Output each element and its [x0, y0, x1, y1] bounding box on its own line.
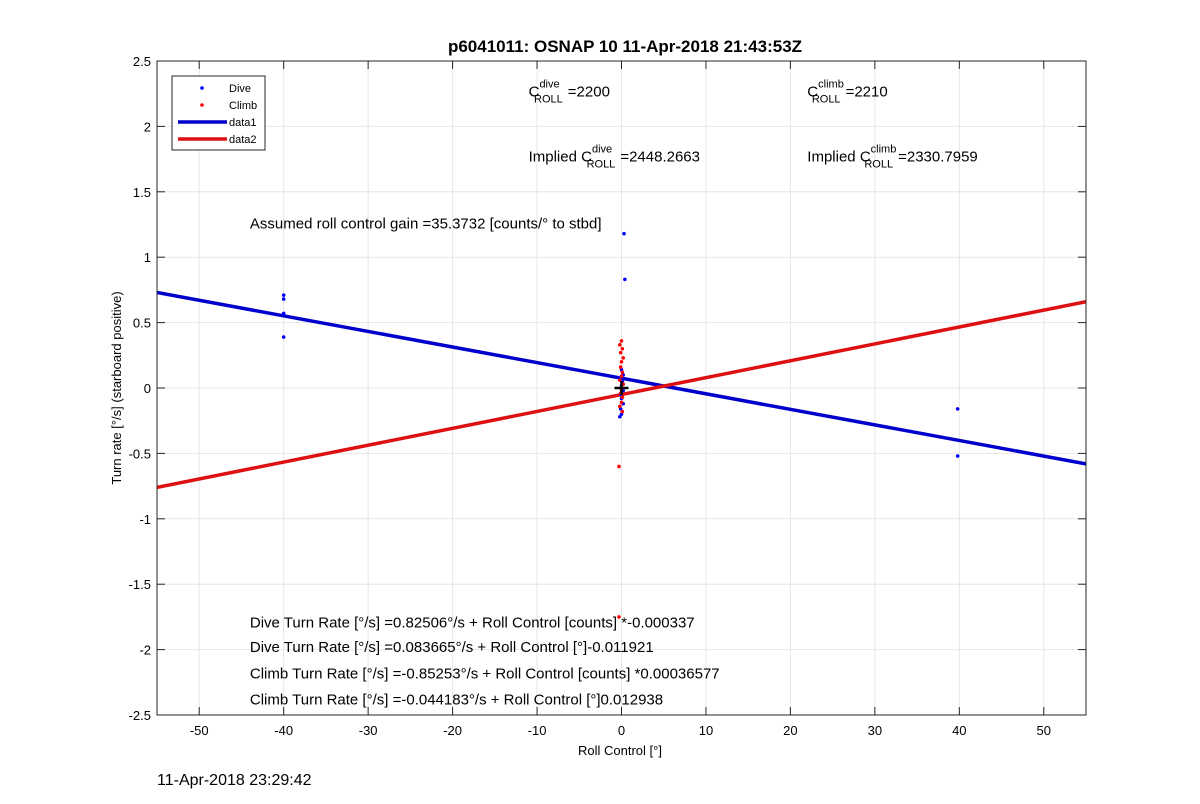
y-tick-label: -2	[139, 643, 151, 658]
y-tick-label: -1	[139, 512, 151, 527]
dive-point	[623, 277, 627, 282]
y-tick-label: 0	[144, 381, 151, 396]
x-tick-label: 30	[868, 723, 882, 738]
y-tick-label: -1.5	[129, 577, 151, 592]
legend-label-climb: Climb	[229, 100, 257, 112]
climb-point	[619, 374, 624, 379]
climb-point	[619, 339, 624, 343]
legend: Dive Climb data1 data2	[171, 75, 266, 151]
legend-label-data2: data2	[229, 134, 257, 146]
x-tick-label: 10	[699, 723, 713, 738]
footer-timestamp: 11-Apr-2018 23:29:42	[157, 772, 312, 789]
dive-point	[618, 414, 622, 419]
annotation-eq4: Climb Turn Rate [°/s] =-0.044183°/s + Ro…	[250, 692, 663, 709]
x-tick-label: -20	[443, 723, 462, 738]
data-points	[281, 231, 960, 619]
legend-marker-climb	[200, 103, 204, 107]
dive-point	[622, 231, 626, 236]
annotation-c-roll-climb: Cclimb ROLL =2210	[807, 78, 887, 105]
climb-point	[620, 370, 625, 375]
annotation-eq1: Dive Turn Rate [°/s] =0.82506°/s + Roll …	[250, 614, 695, 631]
dive-point	[281, 311, 286, 316]
x-tick-label: 40	[952, 723, 966, 738]
fit-line-data1	[157, 290, 1086, 466]
climb-point	[620, 395, 625, 399]
climb-point	[621, 356, 625, 360]
annotation-eq3: Climb Turn Rate [°/s] =-0.85253°/s + Rol…	[250, 665, 720, 682]
legend-marker-dive	[200, 86, 204, 90]
climb-point	[618, 350, 623, 355]
chart-title: p6041011: OSNAP 10 11-Apr-2018 21:43:53Z	[448, 37, 802, 56]
y-tick-label: 2.5	[133, 54, 151, 69]
dive-point	[955, 407, 960, 411]
dive-point	[281, 293, 286, 297]
dive-point	[281, 335, 286, 339]
x-tick-label: 20	[783, 723, 797, 738]
y-axis-ticks: 2.5 2 1.5 1 0.5 0 -0.5 -1 -1.5 -2 -2.5	[129, 54, 1086, 723]
y-tick-label: 1	[144, 250, 151, 265]
climb-point	[619, 360, 624, 364]
x-tick-label: -30	[359, 723, 378, 738]
annotation-c-roll-dive: Cdive ROLL =2200	[529, 78, 610, 105]
plot-frame	[156, 60, 1087, 716]
dive-point	[955, 454, 960, 458]
climb-point	[618, 365, 623, 369]
annotations: Cdive ROLL =2200 Cclimb ROLL =2210 Implied Cdi…	[250, 78, 978, 708]
annotation-gain: Assumed roll control gain =35.3732 [coun…	[250, 215, 602, 232]
origin-marker	[614, 381, 629, 395]
climb-point	[618, 343, 622, 347]
x-axis-label: Roll Control [°]	[578, 743, 662, 758]
dive-point	[281, 297, 286, 301]
annotation-implied-climb: Implied Cclimb ROLL =2330.7959	[807, 144, 977, 171]
y-tick-label: 1.5	[133, 185, 151, 200]
x-axis-ticks: -50 -40 -30 -20 -10 0 10 20 30 40 50	[190, 61, 1051, 738]
annotation-eq2: Dive Turn Rate [°/s] =0.083665°/s + Roll…	[250, 639, 654, 656]
x-tick-label: -50	[190, 723, 209, 738]
annotation-implied-dive: Implied Cdive ROLL =2448.2663	[529, 144, 700, 171]
x-tick-label: 50	[1037, 723, 1051, 738]
climb-point	[617, 464, 621, 469]
climb-point	[620, 346, 625, 351]
climb-point	[617, 615, 621, 619]
y-axis-label: Turn rate [°/s] (starboard positive)	[109, 291, 124, 484]
climb-point	[620, 409, 625, 414]
legend-label-dive: Dive	[229, 83, 251, 95]
y-tick-label: -2.5	[129, 708, 151, 723]
climb-point	[619, 400, 624, 405]
y-tick-label: -0.5	[129, 446, 151, 461]
x-tick-label: -10	[528, 723, 547, 738]
x-tick-label: 0	[618, 723, 625, 738]
legend-label-data1: data1	[229, 117, 257, 129]
y-tick-label: 2	[144, 119, 151, 134]
x-tick-label: -40	[274, 723, 293, 738]
climb-point	[618, 404, 622, 409]
y-tick-label: 0.5	[133, 316, 151, 331]
